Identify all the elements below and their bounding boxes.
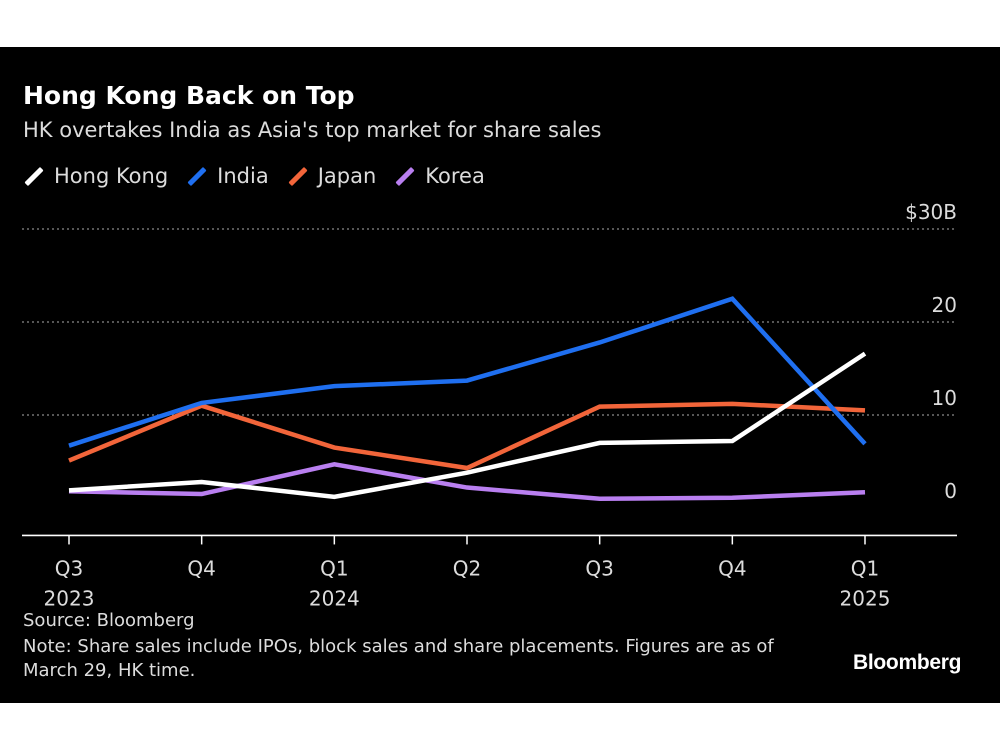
chart-legend: Hong Kong India Japan Korea bbox=[23, 163, 503, 189]
series-line-japan bbox=[68, 401, 866, 471]
x-tick-label-0: Q3 bbox=[55, 556, 83, 580]
x-tick-label-3: Q2 bbox=[453, 556, 481, 580]
series-lines bbox=[68, 296, 867, 501]
line-chart: 0 10 20 $30B Q3 2023 Q4 Q1 2024 Q2 Q3 Q4 Q1 2025 bbox=[22, 200, 957, 610]
x-tick-label-6: Q1 bbox=[851, 556, 879, 580]
y-tick-label-10: 10 bbox=[932, 386, 957, 410]
x-tick-label-5: Q4 bbox=[718, 556, 746, 580]
legend-item-japan: Japan bbox=[287, 164, 377, 188]
series-line-korea bbox=[68, 461, 866, 501]
footnote: Note: Share sales include IPOs, block sa… bbox=[23, 636, 774, 681]
y-tick-label-0: 0 bbox=[944, 479, 957, 503]
series-line-hong-kong bbox=[68, 351, 867, 500]
x-tick-year-6: 2025 bbox=[840, 586, 891, 610]
legend-item-india: India bbox=[186, 164, 269, 188]
legend-label-japan: Japan bbox=[317, 164, 377, 188]
legend-label-hong-kong: Hong Kong bbox=[54, 164, 169, 188]
x-axis bbox=[22, 534, 957, 545]
chart-subtitle: HK overtakes India as Asia's top market … bbox=[23, 118, 602, 142]
legend-label-india: India bbox=[217, 164, 269, 188]
x-tick-year-2: 2024 bbox=[309, 586, 360, 610]
bloomberg-logo: Bloomberg bbox=[853, 651, 962, 674]
chart-card: Hong Kong Back on Top HK overtakes India… bbox=[0, 47, 1000, 703]
y-tick-label-30: $30B bbox=[905, 200, 957, 224]
x-tick-label-2: Q1 bbox=[320, 556, 348, 580]
chart-title: Hong Kong Back on Top bbox=[23, 81, 355, 110]
legend-label-korea: Korea bbox=[425, 164, 485, 188]
x-tick-year-0: 2023 bbox=[44, 586, 95, 610]
x-tick-label-4: Q3 bbox=[585, 556, 613, 580]
tick-labels: 0 10 20 $30B Q3 2023 Q4 Q1 2024 Q2 Q3 Q4 Q1 2025 bbox=[44, 200, 957, 610]
legend-item-hong-kong: Hong Kong bbox=[23, 164, 168, 188]
legend-item-korea: Korea bbox=[394, 164, 485, 188]
source-note: Source: Bloomberg bbox=[23, 610, 195, 631]
x-tick-label-1: Q4 bbox=[187, 556, 215, 580]
y-tick-label-20: 20 bbox=[932, 293, 957, 317]
series-line-india bbox=[68, 296, 867, 448]
